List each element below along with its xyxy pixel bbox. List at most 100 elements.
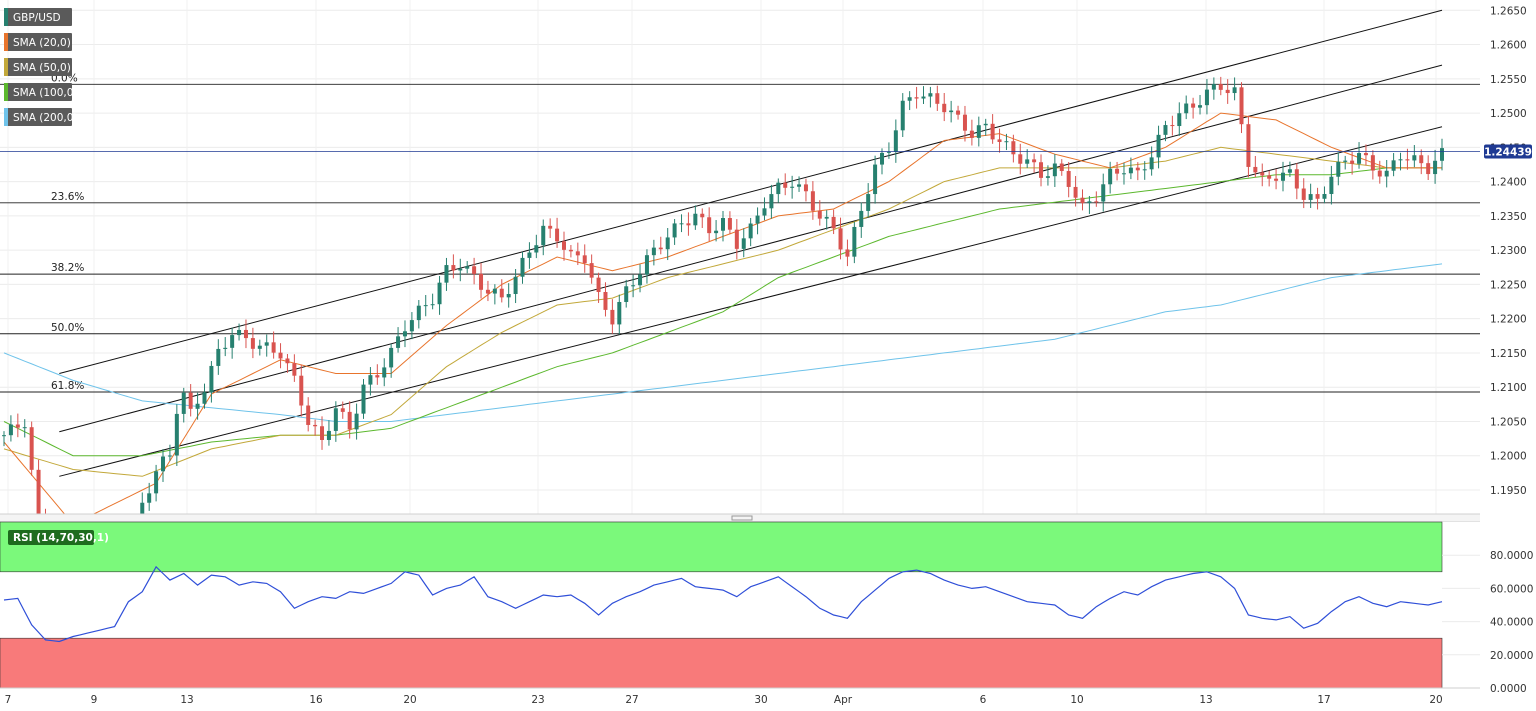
candle — [1398, 152, 1403, 171]
fib-label: 23.6% — [51, 191, 84, 203]
candle-body — [1253, 166, 1258, 173]
candle-body — [1018, 154, 1023, 164]
fib-label: 61.8% — [51, 380, 84, 392]
candle — [1370, 150, 1375, 180]
candle — [942, 92, 947, 122]
candle-body — [1412, 155, 1417, 161]
candle-body — [1142, 169, 1147, 171]
candle — [1025, 149, 1030, 169]
candle — [313, 419, 318, 436]
candle — [1280, 161, 1285, 192]
candle — [216, 339, 221, 375]
candle — [1343, 155, 1348, 170]
candle — [1260, 163, 1265, 187]
candle-body — [465, 266, 470, 269]
candle — [237, 323, 242, 341]
candle-body — [382, 367, 387, 378]
candle — [1018, 143, 1023, 175]
candle-body — [1405, 159, 1410, 161]
candle-body — [714, 230, 719, 234]
candle — [389, 343, 394, 378]
candle-body — [783, 182, 788, 188]
sma-50-line — [3, 146, 1442, 477]
candle-body — [1343, 160, 1348, 162]
candle — [956, 105, 961, 120]
candle — [776, 178, 781, 203]
candle-body — [1204, 89, 1209, 106]
candle — [1267, 170, 1272, 187]
candle — [638, 264, 643, 293]
candle — [1239, 82, 1244, 134]
candle — [921, 86, 926, 104]
candle — [568, 245, 573, 258]
candle — [686, 212, 691, 236]
candle — [1405, 148, 1410, 170]
candle — [1308, 183, 1313, 208]
candle-body — [8, 424, 13, 436]
legend-label: SMA (100,0) — [13, 87, 78, 99]
candle — [824, 210, 829, 230]
candle-body — [1184, 103, 1189, 114]
candle-body — [361, 384, 366, 414]
panel-splitter[interactable] — [0, 513, 1480, 523]
candle-body — [320, 426, 325, 440]
candle-body — [1059, 163, 1064, 172]
legend-item: SMA (50,0) — [4, 58, 72, 76]
candle-body — [278, 352, 283, 359]
candle — [8, 415, 13, 442]
candle — [741, 228, 746, 258]
rsi-tick-label: 0.0000 — [1490, 683, 1527, 695]
candle — [1218, 76, 1223, 96]
candle — [1087, 195, 1092, 214]
candle — [430, 293, 435, 310]
candle — [1412, 145, 1417, 168]
candle — [976, 116, 981, 147]
candle — [1426, 155, 1431, 181]
candle — [333, 401, 338, 442]
candle-body — [548, 225, 553, 229]
rsi-legend: RSI (14,70,30,1) — [8, 530, 109, 545]
candle-body — [29, 427, 34, 470]
price-tick-label: 1.2200 — [1490, 314, 1527, 326]
candle — [1336, 152, 1341, 186]
candle — [541, 219, 546, 256]
time-tick-label: 17 — [1317, 694, 1330, 706]
candle-body — [644, 255, 649, 275]
candle — [969, 119, 974, 146]
candle — [347, 401, 352, 439]
candle — [181, 387, 186, 423]
candle-body — [1218, 84, 1223, 90]
candle-body — [803, 184, 808, 192]
legend-swatch — [4, 8, 8, 26]
candle — [1135, 162, 1140, 181]
candle — [264, 334, 269, 357]
candle-body — [1398, 159, 1403, 161]
candle-body — [935, 93, 940, 104]
candle-body — [956, 110, 961, 115]
candle — [1170, 115, 1175, 136]
candle — [797, 176, 802, 192]
candle — [506, 283, 511, 308]
candle-body — [333, 408, 338, 431]
candle — [866, 183, 871, 218]
candle — [962, 105, 967, 142]
candle — [734, 219, 739, 260]
candle-body — [416, 305, 421, 321]
time-tick-label: 10 — [1070, 694, 1083, 706]
candle — [1225, 79, 1230, 104]
candle — [1377, 160, 1382, 184]
candle-body — [638, 274, 643, 286]
candle — [762, 197, 767, 221]
candle — [15, 413, 20, 438]
candle — [1301, 178, 1306, 209]
candle-body — [513, 276, 518, 295]
candle-body — [451, 265, 456, 271]
candle-body — [1045, 176, 1050, 178]
candle — [292, 354, 297, 382]
candle-body — [147, 493, 152, 503]
candle-body — [306, 405, 311, 425]
candle-body — [1363, 153, 1368, 156]
time-tick-label: 20 — [1429, 694, 1442, 706]
candle-body — [561, 241, 566, 250]
legend-box — [4, 58, 72, 76]
